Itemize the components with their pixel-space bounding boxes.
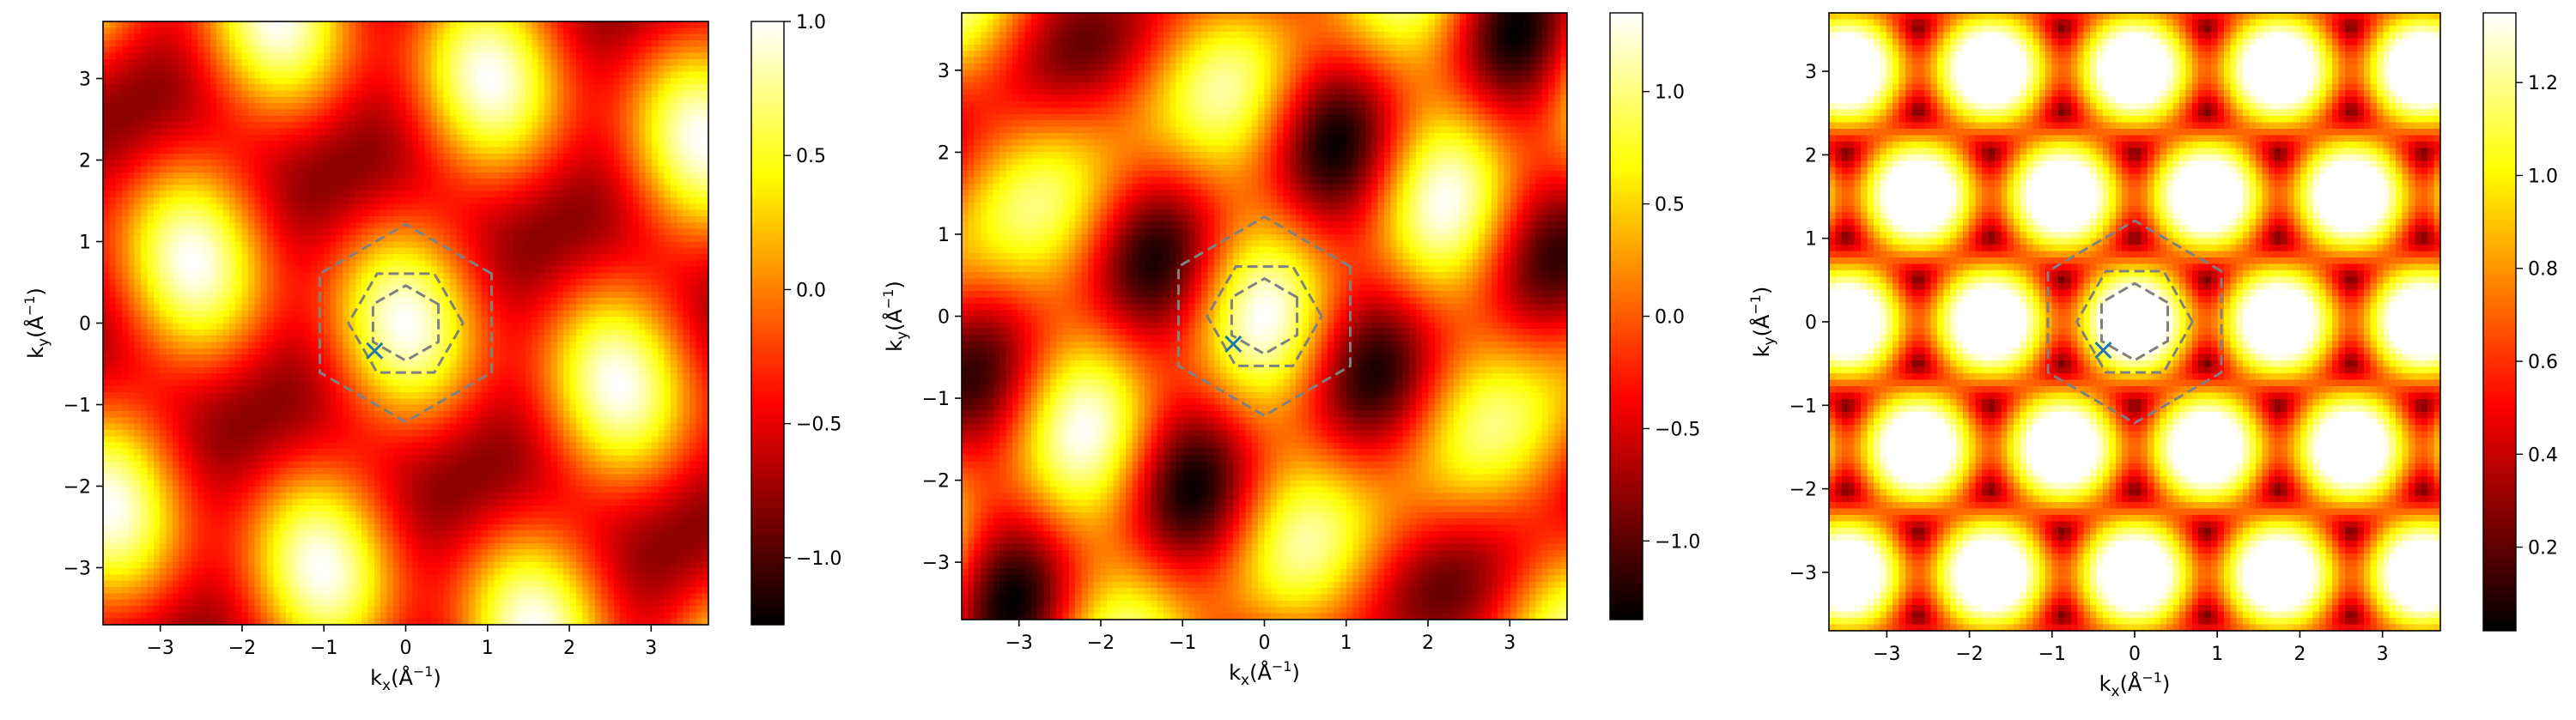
colorbar-gradient <box>2483 13 2516 631</box>
x-tick-label: 3 <box>2377 644 2389 665</box>
x-tick-label: 3 <box>645 638 657 659</box>
colorbar-tick-label: 0.4 <box>2528 445 2558 466</box>
x-tick-label: 3 <box>1504 632 1516 654</box>
y-tick-label: 1 <box>1805 229 1817 251</box>
colorbar-frame <box>2482 12 2517 632</box>
y-tick-label: 2 <box>1805 145 1817 166</box>
x-tick-label: −1 <box>2038 644 2066 665</box>
panel-1: −3 −2 −1 0 1 2 3 −3 −2 −1 0 1 2 3 kx(Å−1) ky(Å−1) −1.0 −0… <box>21 12 841 694</box>
x-tick-label: 1 <box>482 638 494 659</box>
y-tick-label: −3 <box>64 559 91 580</box>
x-tick-label: −1 <box>1169 632 1196 654</box>
panel-3: −3 −2 −1 0 1 2 3 −3 −2 −1 0 1 2 3 kx(Å−1) ky(Å−1) 0.2 0.4… <box>1747 12 2558 700</box>
heatmap-image <box>103 21 708 625</box>
x-tick-label: 2 <box>2293 644 2306 665</box>
y-tick-label: 0 <box>79 314 91 336</box>
x-tick-label: −1 <box>310 638 337 659</box>
colorbar-tick-label: −0.5 <box>796 414 841 436</box>
colorbar-tick-label: 0.8 <box>2528 259 2558 281</box>
x-tick-label: 0 <box>400 638 412 659</box>
x-tick-label: 0 <box>2129 644 2141 665</box>
heatmap-image <box>962 13 1567 620</box>
colorbar-gradient <box>1610 13 1643 620</box>
y-tick-label: 2 <box>938 142 950 164</box>
x-tick-label: 1 <box>2211 644 2223 665</box>
colorbar-tick-label: 1.0 <box>1655 82 1685 104</box>
y-tick-label: 3 <box>1805 62 1817 83</box>
x-tick-label: 2 <box>563 638 575 659</box>
colorbar-tick-label: −0.5 <box>1655 419 1700 440</box>
x-tick-label: 0 <box>1259 632 1271 654</box>
panel-2: −3 −2 −1 0 1 2 3 −3 −2 −1 0 1 2 3 kx(Å−1) ky(Å−1) −1.0 −0… <box>880 12 1700 689</box>
y-tick-label: −1 <box>922 389 950 410</box>
brillouin-zone-hexagon <box>2075 269 2195 374</box>
x-tick-label: −2 <box>228 638 256 659</box>
y-tick-label: −3 <box>922 553 950 574</box>
marker-x-icon <box>1224 335 1242 354</box>
brillouin-zone-hexagon <box>1230 276 1299 356</box>
y-tick-label: −2 <box>1789 480 1817 501</box>
brillouin-zone-hexagon <box>2046 219 2223 425</box>
brillouin-zone-hexagon <box>319 222 493 424</box>
x-axis-label: kx(Å−1) <box>2099 669 2171 700</box>
x-axis-label: kx(Å−1) <box>1229 658 1300 689</box>
y-tick-label: 1 <box>79 233 91 254</box>
x-tick-label: −2 <box>1955 644 1983 665</box>
colorbar-tick-label: 0.5 <box>1655 195 1685 216</box>
y-tick-label: 0 <box>1805 312 1817 334</box>
y-tick-label: −1 <box>1789 396 1817 417</box>
heatmap-image <box>1829 13 2440 631</box>
y-tick-label: 1 <box>938 225 950 246</box>
y-tick-label: −1 <box>64 396 91 417</box>
colorbar-tick-label: −1.0 <box>796 548 841 570</box>
colorbar-tick-label: 0.2 <box>2528 538 2558 560</box>
marker-x-icon <box>366 342 384 360</box>
brillouin-zone-hexagon <box>2100 281 2169 362</box>
y-tick-label: −3 <box>1789 563 1817 584</box>
y-tick-label: −2 <box>922 471 950 493</box>
colorbar-gradient <box>751 21 784 625</box>
colorbar-frame <box>750 21 785 626</box>
brillouin-zone-hexagon <box>1206 265 1323 367</box>
colorbar-tick-label: 0.6 <box>2528 352 2558 373</box>
y-tick-label: 0 <box>938 307 950 329</box>
x-tick-label: −3 <box>1005 632 1032 654</box>
colorbar-tick-label: 0.0 <box>796 280 826 301</box>
x-tick-label: −3 <box>1873 644 1900 665</box>
brillouin-zone-hexagon <box>347 272 465 374</box>
colorbar-tick-label: 1.2 <box>2528 73 2558 94</box>
x-axis-label: kx(Å−1) <box>370 663 441 694</box>
y-axis-label: ky(Å−1) <box>21 287 52 359</box>
colorbar-tick-label: 1.0 <box>796 12 826 33</box>
y-tick-label: 2 <box>79 151 91 172</box>
y-tick-label: 3 <box>79 70 91 91</box>
colorbar-tick-label: 1.0 <box>2528 166 2558 187</box>
brillouin-zone-hexagon <box>371 284 440 362</box>
x-tick-label: −2 <box>1087 632 1115 654</box>
y-axis-label: ky(Å−1) <box>1747 287 1778 358</box>
x-tick-label: 1 <box>1340 632 1352 654</box>
y-tick-label: −2 <box>64 477 91 499</box>
y-axis-label: ky(Å−1) <box>880 281 911 352</box>
brillouin-zone-hexagon <box>1177 215 1352 418</box>
y-tick-label: 3 <box>938 61 950 82</box>
colorbar-tick-label: 0.5 <box>796 146 826 167</box>
colorbar-tick-label: 0.0 <box>1655 307 1685 329</box>
x-tick-label: −3 <box>146 638 173 659</box>
colorbar-tick-label: −1.0 <box>1655 531 1700 553</box>
marker-x-icon <box>2094 342 2112 360</box>
x-tick-label: 2 <box>1422 632 1434 654</box>
